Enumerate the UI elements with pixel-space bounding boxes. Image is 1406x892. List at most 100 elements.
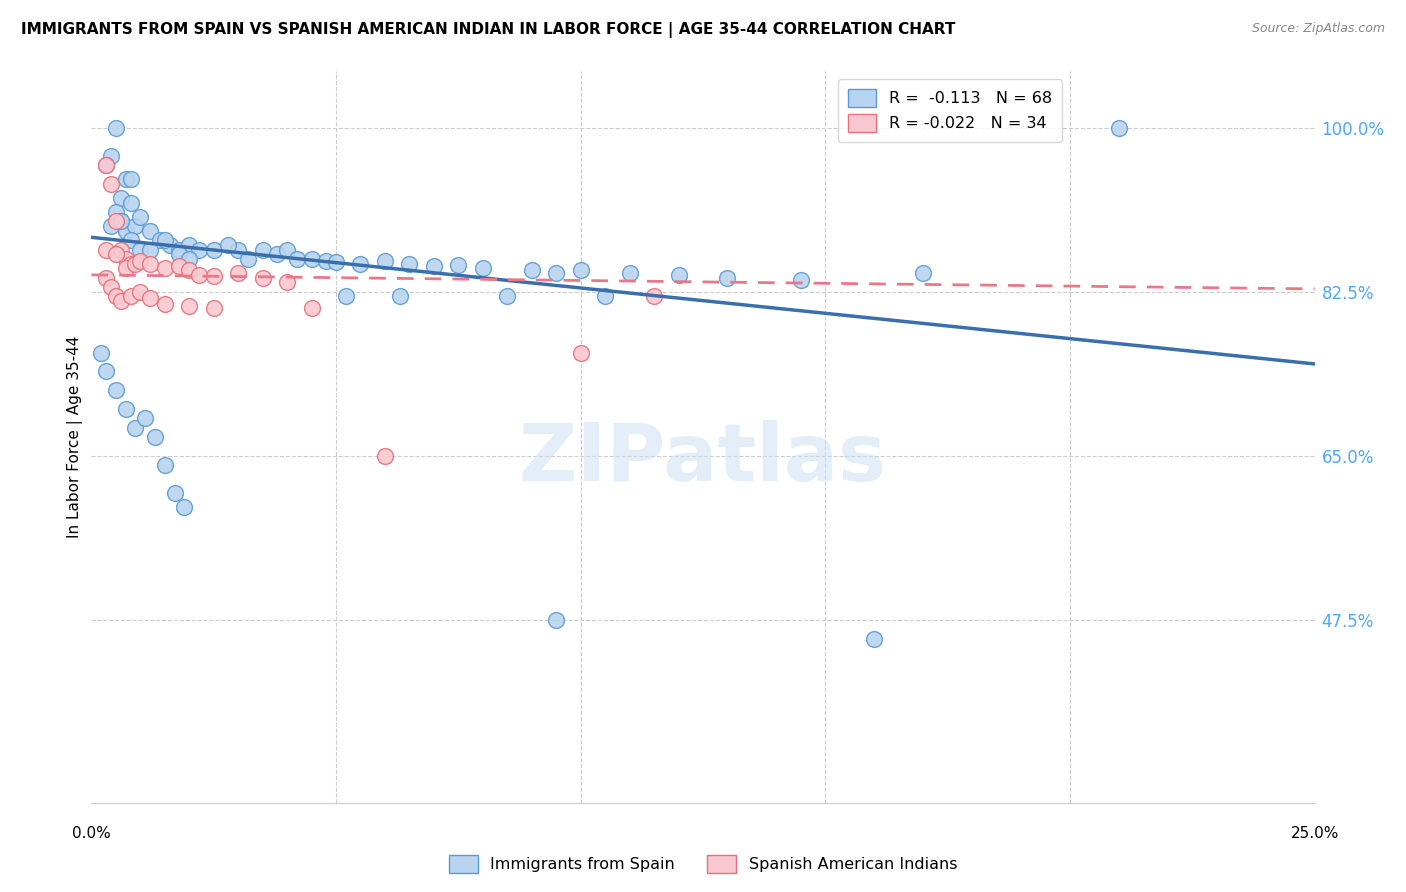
Point (139, 243, 162, 257)
Point (202, 268, 225, 283)
Point (301, 252, 323, 266)
Point (423, 260, 446, 274)
Point (188, 268, 211, 282)
Point (139, 291, 162, 305)
Point (447, 259, 470, 273)
Point (276, 276, 298, 290)
Point (496, 289, 519, 303)
Point (863, 632, 886, 646)
Point (569, 263, 592, 277)
Point (134, 411, 156, 425)
Point (120, 233, 142, 247)
Legend: R =  -0.113   N = 68, R = -0.022   N = 34: R = -0.113 N = 68, R = -0.022 N = 34 (838, 79, 1062, 142)
Point (374, 449, 396, 463)
Point (520, 263, 543, 277)
Point (169, 260, 191, 274)
Point (301, 301, 323, 315)
Point (129, 210, 152, 224)
Point (179, 263, 201, 277)
Point (266, 247, 288, 261)
Point (110, 191, 132, 205)
Point (159, 237, 181, 252)
Point (163, 486, 186, 500)
Point (335, 289, 357, 303)
Point (179, 237, 201, 252)
Point (179, 252, 201, 266)
Point (173, 500, 195, 515)
Point (236, 252, 259, 266)
Point (114, 401, 136, 416)
Point (94, 158, 117, 172)
Text: Source: ZipAtlas.com: Source: ZipAtlas.com (1251, 22, 1385, 36)
Point (716, 270, 738, 285)
Point (120, 195, 142, 210)
Point (124, 219, 146, 233)
Point (252, 270, 274, 285)
Point (325, 254, 347, 268)
Point (226, 243, 249, 257)
Point (169, 243, 191, 257)
Point (546, 613, 568, 627)
Point (139, 257, 162, 271)
Point (153, 458, 176, 473)
Point (202, 243, 225, 257)
Point (153, 297, 176, 311)
Point (129, 243, 152, 257)
Point (153, 261, 176, 276)
Point (90, 345, 112, 359)
Point (179, 299, 201, 313)
Point (374, 253, 396, 268)
Point (315, 253, 337, 268)
Point (124, 257, 146, 271)
Point (668, 268, 690, 282)
Point (226, 266, 249, 280)
Point (104, 383, 127, 397)
Point (104, 214, 127, 228)
Y-axis label: In Labor Force | Age 35-44: In Labor Force | Age 35-44 (67, 336, 83, 538)
Point (100, 219, 122, 233)
Point (349, 257, 371, 271)
Point (217, 237, 239, 252)
Point (94, 270, 117, 285)
Point (790, 272, 813, 286)
Point (1108, 120, 1130, 135)
Point (104, 289, 127, 303)
Point (120, 257, 142, 271)
Point (104, 247, 127, 261)
Point (100, 149, 122, 163)
Point (643, 289, 665, 303)
Point (139, 224, 162, 238)
Point (471, 261, 494, 276)
Point (124, 420, 146, 434)
Point (285, 252, 308, 266)
Point (276, 243, 298, 257)
Point (120, 289, 142, 303)
Point (110, 214, 132, 228)
Point (100, 177, 122, 191)
Text: 0.0%: 0.0% (72, 826, 111, 841)
Point (129, 253, 152, 268)
Point (188, 243, 211, 257)
Point (143, 430, 166, 444)
Point (398, 257, 420, 271)
Point (94, 243, 117, 257)
Point (114, 261, 136, 276)
Point (120, 172, 142, 186)
Point (388, 289, 411, 303)
Point (94, 158, 117, 172)
Point (110, 214, 132, 228)
Point (169, 247, 191, 261)
Point (114, 224, 136, 238)
Point (593, 289, 616, 303)
Point (202, 301, 225, 315)
Point (129, 285, 152, 299)
Point (100, 280, 122, 294)
Point (94, 364, 117, 378)
Legend: Immigrants from Spain, Spanish American Indians: Immigrants from Spain, Spanish American … (443, 848, 963, 880)
Point (546, 266, 568, 280)
Point (252, 243, 274, 257)
Point (153, 233, 176, 247)
Text: IMMIGRANTS FROM SPAIN VS SPANISH AMERICAN INDIAN IN LABOR FORCE | AGE 35-44 CORR: IMMIGRANTS FROM SPAIN VS SPANISH AMERICA… (21, 22, 956, 38)
Point (110, 243, 132, 257)
Point (104, 205, 127, 219)
